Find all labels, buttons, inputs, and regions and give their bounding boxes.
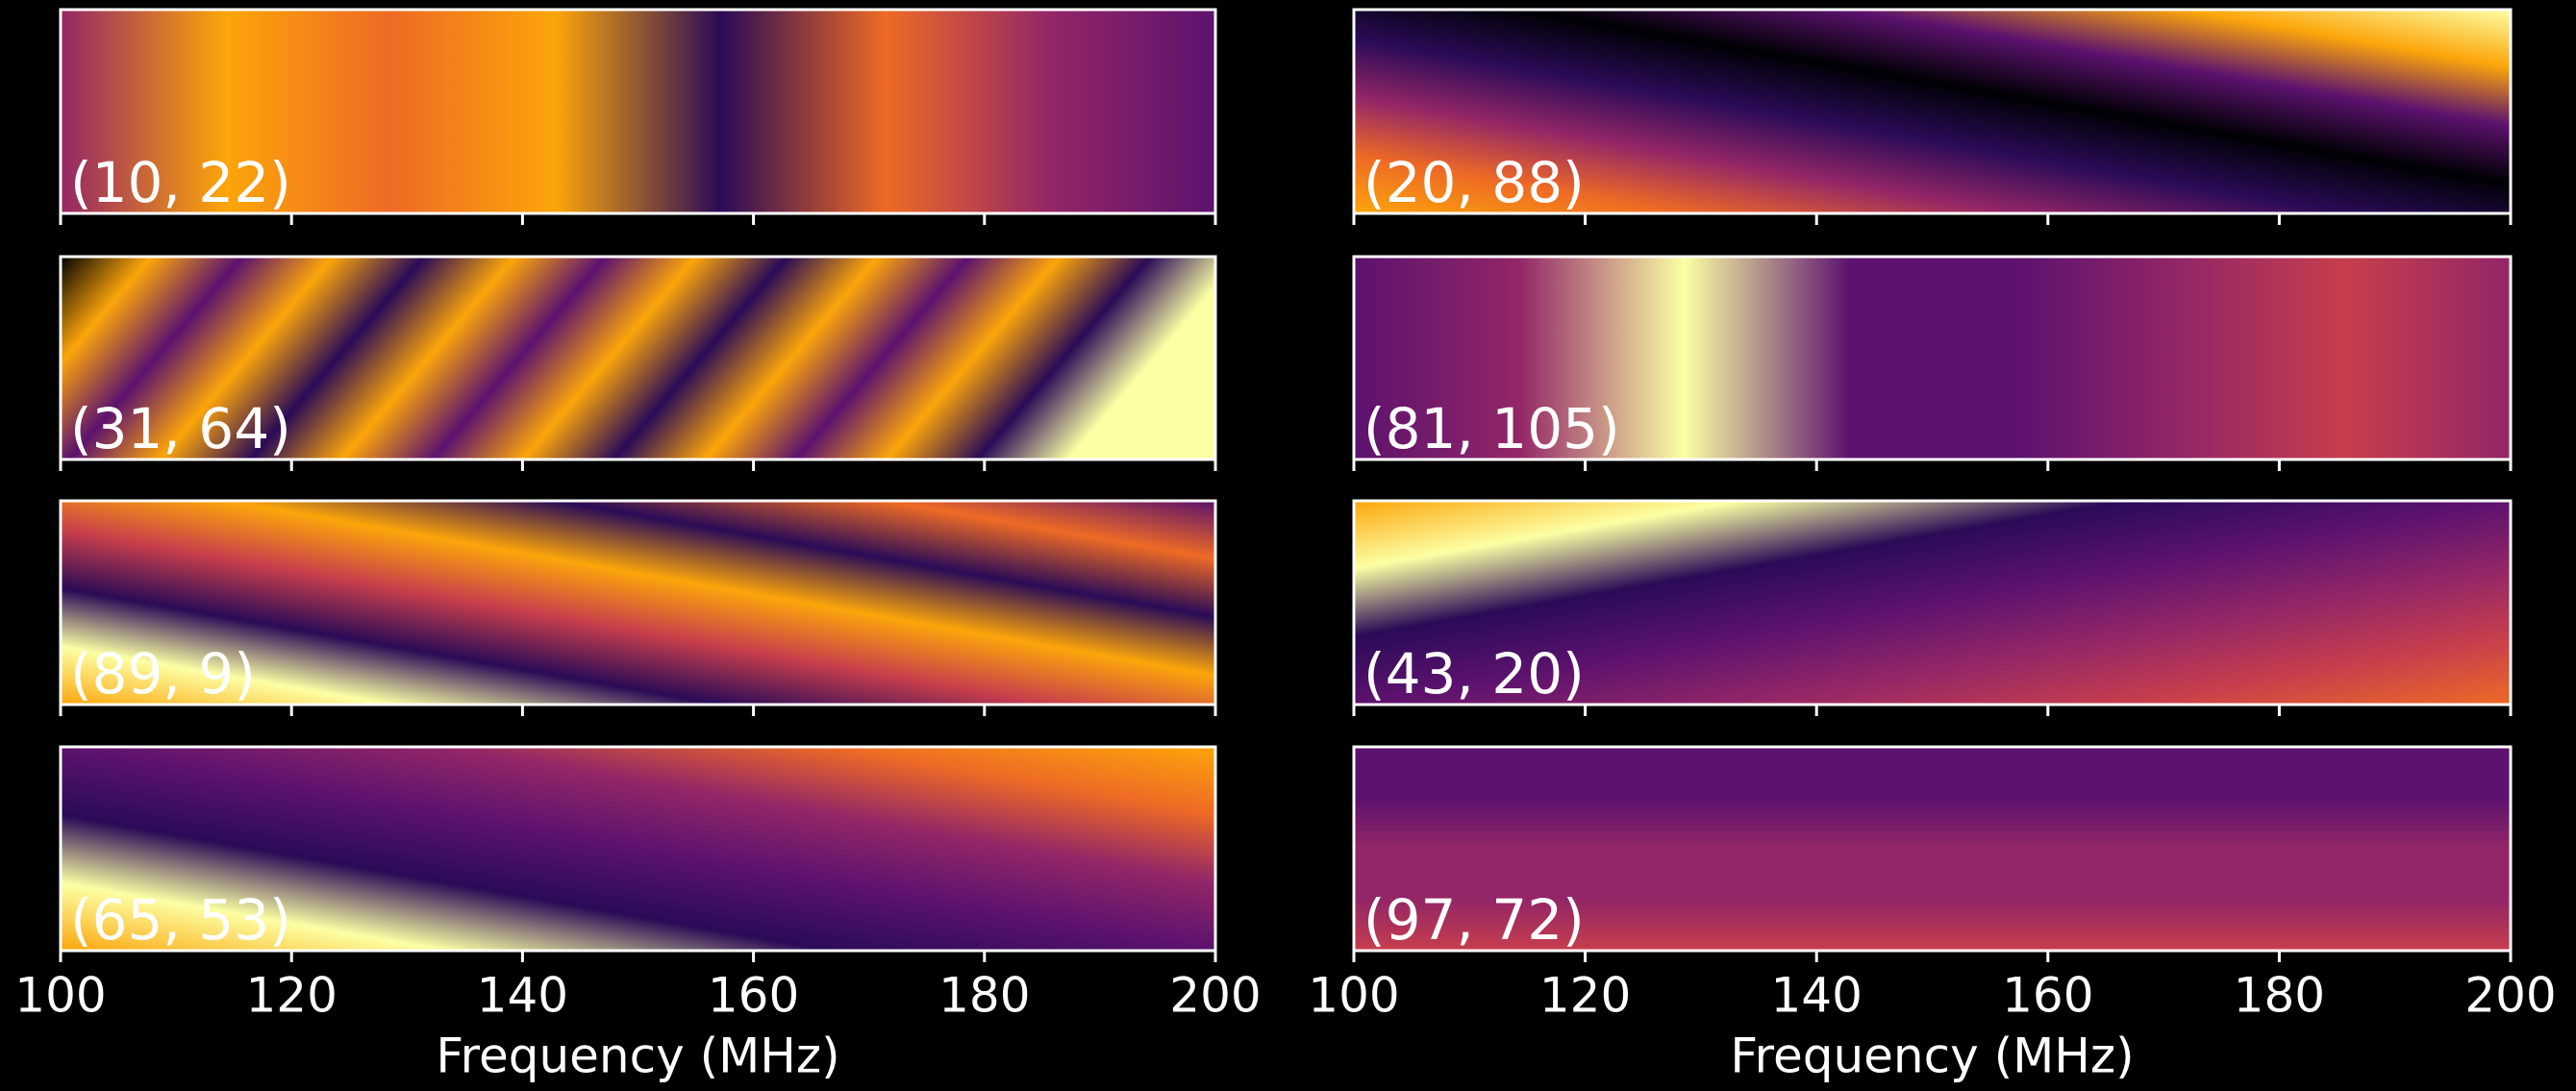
panel-label: (65, 53) <box>70 887 291 953</box>
x-tick-label: 180 <box>938 968 1030 1024</box>
x-axis-label: Frequency (MHz) <box>1730 1029 2134 1084</box>
x-tick-label: 140 <box>1770 968 1862 1024</box>
x-tick-label: 180 <box>2234 968 2325 1024</box>
panel-frame <box>59 499 1217 707</box>
panel-label: (89, 9) <box>70 641 256 707</box>
heatmap-image <box>1354 257 2511 459</box>
heatmap-image <box>61 10 1215 213</box>
panel-label: (97, 72) <box>1363 887 1585 953</box>
panel-label: (81, 105) <box>1363 396 1620 461</box>
x-axis-label: Frequency (MHz) <box>436 1029 839 1084</box>
panel-frame <box>59 255 1217 461</box>
x-tick-label: 160 <box>708 968 799 1024</box>
panel-frame <box>1352 8 2513 215</box>
x-tick-label: 140 <box>477 968 568 1024</box>
panel-frame <box>1352 745 2513 953</box>
panel-frame <box>59 8 1217 215</box>
panel-label: (43, 20) <box>1363 641 1585 707</box>
x-tick-label: 120 <box>1539 968 1631 1024</box>
heatmap-image <box>61 747 1215 951</box>
panel-label: (31, 64) <box>70 396 291 461</box>
x-tick-label: 100 <box>1308 968 1399 1024</box>
x-tick-label: 200 <box>2464 968 2556 1024</box>
panel-label: (10, 22) <box>70 150 291 215</box>
panel-frame <box>1352 255 2513 461</box>
x-tick-label: 120 <box>245 968 337 1024</box>
heatmap-image <box>1354 501 2511 705</box>
heatmap-image <box>1354 747 2511 951</box>
heatmap-image <box>61 257 1215 459</box>
x-tick-label: 160 <box>2002 968 2093 1024</box>
heatmap-image <box>61 501 1215 705</box>
x-tick-label: 200 <box>1169 968 1261 1024</box>
panel-label: (20, 88) <box>1363 150 1585 215</box>
panel-frame <box>1352 499 2513 707</box>
panel-frame <box>59 745 1217 953</box>
heatmap-image <box>1354 10 2511 213</box>
x-tick-label: 100 <box>14 968 106 1024</box>
